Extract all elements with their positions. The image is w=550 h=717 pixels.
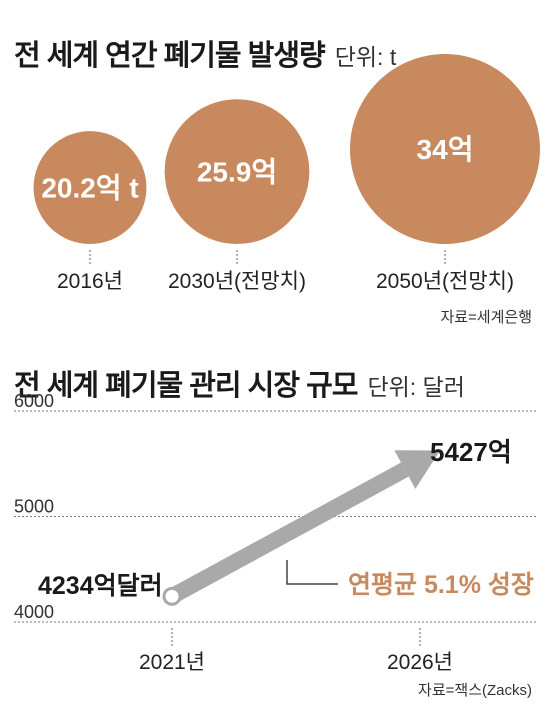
chart1-source: 자료=세계은행 [440,309,532,326]
start-point-marker [162,586,182,606]
end-value-label: 5427억 [430,437,512,467]
chart2-source: 자료=잭스(Zacks) [418,682,532,699]
bubble-label-3: 34억 [417,134,474,165]
bubble-year-1: 2016년 [57,270,123,293]
bubble-label-2: 25.9억 [197,157,277,188]
bubble-1 [33,131,147,244]
chart1-unit: 단위: t [334,44,397,70]
bubble-label-1: 20.2억 t [41,173,138,204]
chart2-title: 전 세계 폐기물 관리 시장 규모 [14,370,358,402]
chart2-unit: 단위: 달러 [367,374,465,400]
x-label-2: 2026년 [387,651,453,674]
cagr-annotation: 연평균 5.1% 성장 [348,571,534,599]
bubble-2 [164,99,310,244]
y-tick-4000: 4000 [14,602,54,622]
cagr-leader [286,560,338,585]
growth-arrow-shaft [168,462,409,604]
chart1-header: 전 세계 연간 폐기물 발생량 단위: t [14,32,396,74]
y-tick-5000: 5000 [14,497,54,517]
bubble-year-3: 2050년(전망치) [376,270,514,293]
chart1-title: 전 세계 연간 폐기물 발생량 [14,40,326,72]
bubble-3 [350,54,540,244]
y-tick-6000: 6000 [14,391,54,411]
x-label-1: 2021년 [139,651,205,674]
start-value-label: 4234억달러 [38,572,163,600]
chart2-header: 전 세계 폐기물 관리 시장 규모 단위: 달러 [14,362,465,404]
bubble-year-2: 2030년(전망치) [168,270,306,293]
growth-arrow-head [394,450,440,489]
